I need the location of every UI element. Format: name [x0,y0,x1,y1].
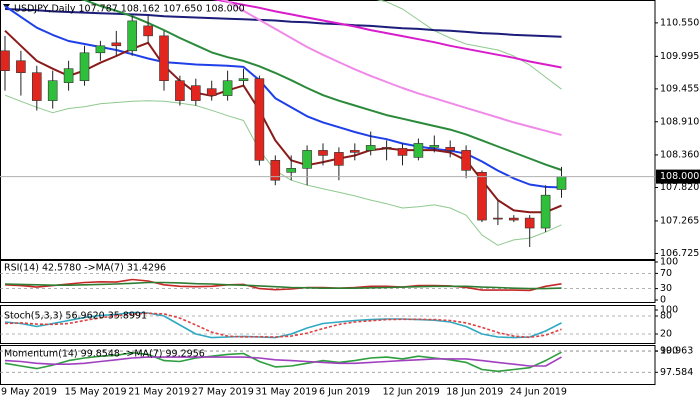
price-label-bg [656,169,700,184]
candle-body [16,60,26,73]
indicator-line [4,8,562,38]
indicator-line [4,311,562,339]
y-tick-label: 108.360 [660,149,699,160]
y-tick-label: 109.455 [660,83,699,94]
panel-title: USDJPY,Daily 107.787 108.162 107.650 108… [14,4,245,15]
candle-body [302,150,312,169]
y-tick-label: 97.584 [660,367,693,378]
indicator-line [80,0,562,171]
candle-body [95,45,106,54]
panel-plot [0,350,655,373]
y-tick-label: 100 [660,305,678,316]
y-tick-label: 108.910 [660,116,699,127]
candle-body [429,145,440,148]
candle-body [493,217,503,220]
y-tick-label: 107.265 [660,215,699,226]
candle-body [222,80,233,96]
y-tick-label: 99.963 [660,346,693,357]
candle-body [477,172,487,221]
indicator-line [4,351,562,373]
panel-frame [0,305,656,344]
panel-plot [0,272,655,292]
indicator-line [4,278,562,292]
candle-body [238,78,249,81]
candle-body [31,72,42,101]
indicator-line [4,312,562,339]
candle-body [286,168,297,173]
indicator-line [4,356,562,367]
panel-frame [0,0,656,260]
y-tick-label: 30 [660,283,672,294]
y-tick-label: 109.995 [660,51,699,62]
candle-body [206,88,217,96]
candle-body [445,147,456,151]
candle-body [556,176,567,190]
candle-body [127,20,137,52]
candle-body [270,160,281,181]
panel-title: Momentum(14) 99.8548 ->MA(7) 99.2956 [4,349,205,360]
candle-body [0,50,10,71]
x-tick-label: 21 May 2019 [128,387,190,398]
price-label: 108.000 [660,171,699,182]
y-tick-label: 80 [660,311,672,322]
candle-body [318,150,328,156]
indicator-line [4,94,562,246]
candle-body [508,217,519,221]
indicator-line [376,0,562,90]
panel-plot [0,0,567,248]
candle-body [334,152,344,166]
y-tick-label: 0 [660,295,666,306]
candle-body [365,145,376,151]
candle-body [63,68,74,83]
panel-frame [0,345,656,385]
candle-body [159,35,169,81]
candle-body [191,85,201,101]
y-tick-label: 110.550 [660,17,699,28]
indicator-line [4,281,562,290]
candle-body [349,150,360,153]
x-tick-label: 24 Jun 2019 [510,387,567,398]
candle-body [397,148,408,156]
x-tick-label: 31 May 2019 [255,387,317,398]
y-tick-label: 100 [660,345,678,356]
y-tick-label: 107.820 [660,182,699,193]
y-tick-label: 20 [660,329,672,340]
x-tick-label: 9 May 2019 [1,387,57,398]
indicator-line [220,0,562,136]
panel-title: RSI(14) 42.5780 ->MA(7) 31.4296 [4,263,166,274]
x-tick-label: 15 May 2019 [65,387,127,398]
y-tick-label: 100 [660,257,678,268]
candle-body [111,42,122,47]
candle-body [381,147,392,149]
candle-body [254,78,265,161]
x-tick-label: 12 Jun 2019 [383,387,440,398]
candle-body [540,194,551,229]
candle-body [524,217,535,229]
x-tick-label: 6 Jun 2019 [319,387,370,398]
candle-body [461,150,471,171]
x-tick-label: 27 May 2019 [192,387,254,398]
panel-plot [0,311,655,339]
y-tick-label: 70 [660,268,672,279]
panel-frame [0,260,656,303]
candle-body [79,52,90,81]
indicator-line [212,0,562,69]
panel-title: Stoch(5,3,3) 56.9620 35.8991 [4,311,147,322]
candle-body [413,143,424,158]
candle-body [47,80,58,101]
y-tick-label: 106.725 [660,248,699,259]
x-tick-label: 18 Jun 2019 [446,387,503,398]
candle-body [143,25,153,37]
candle-body [175,80,185,101]
